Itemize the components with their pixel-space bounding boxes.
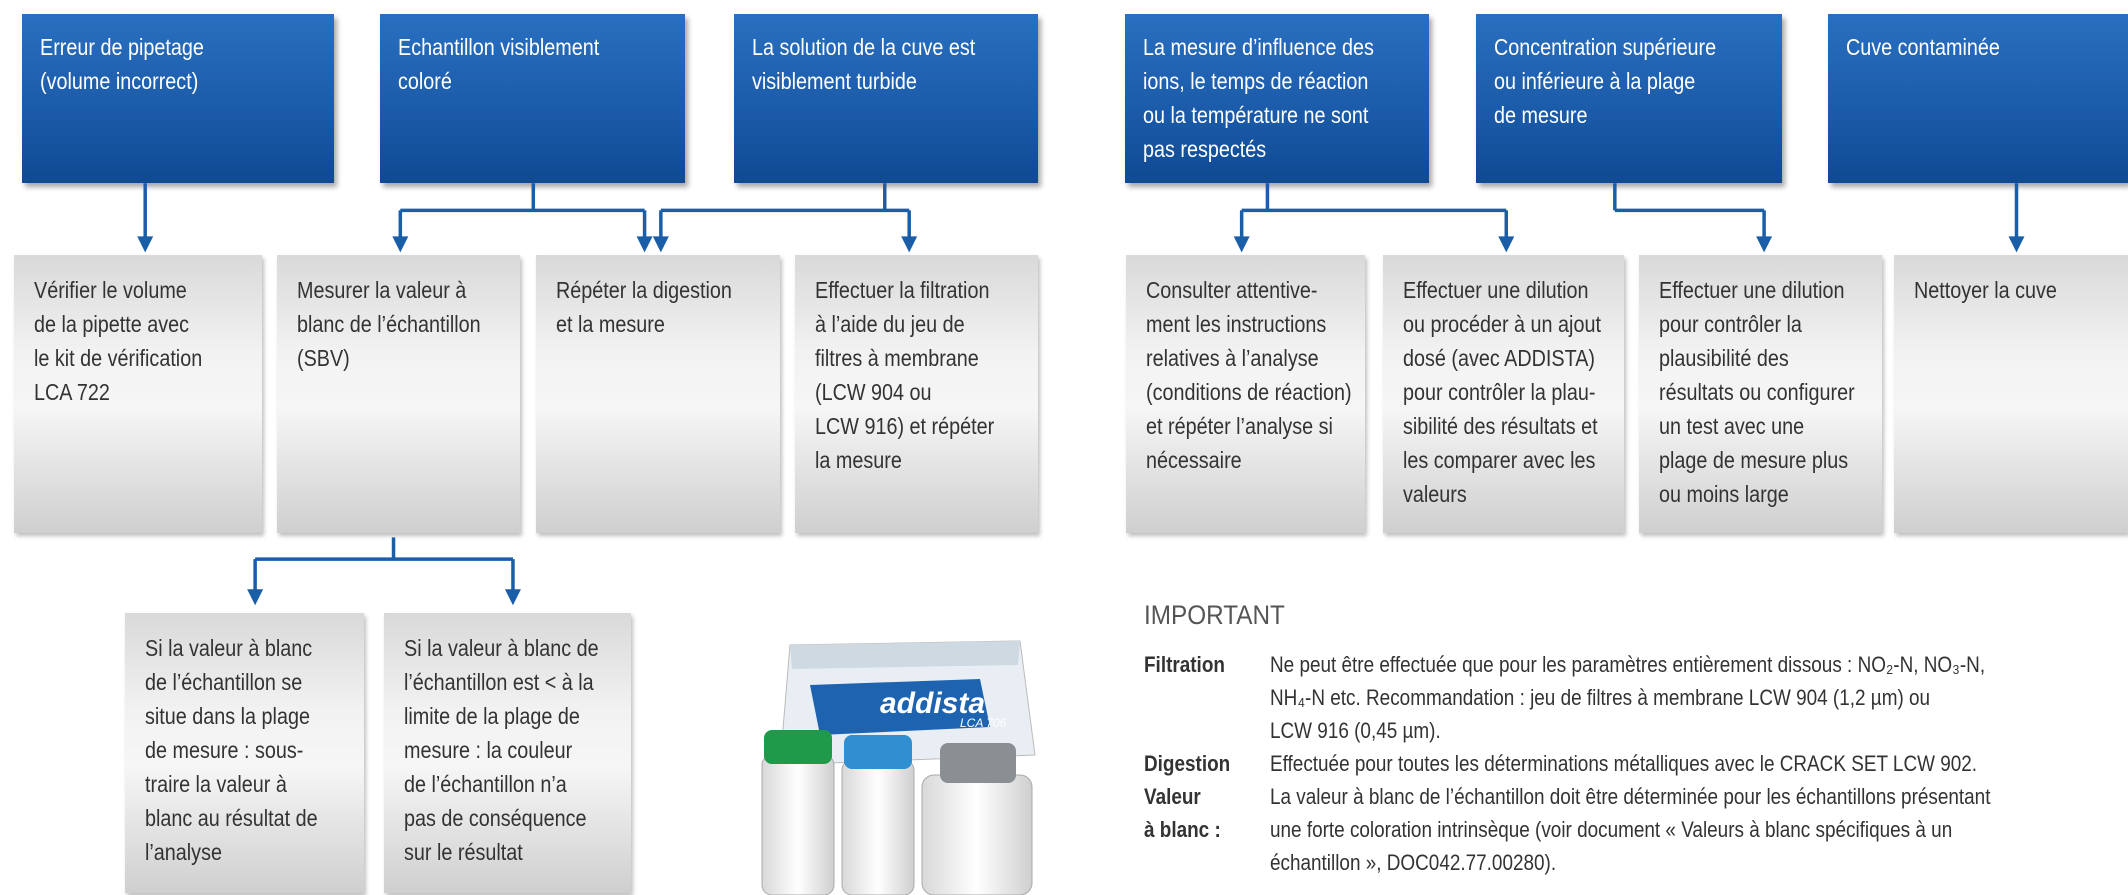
arrow-head [637,236,653,252]
arrow-head [2009,236,2025,252]
arrow-head [137,236,153,252]
arrow-head [653,236,669,252]
page: {"problems": [ {"lines": ["Erreur de pip… [0,0,2128,888]
arrow-head [247,589,263,605]
arrow-head [901,236,917,252]
connectors [0,0,2128,888]
arrow-head [1234,236,1250,252]
arrow-head [505,589,521,605]
arrow-head [1498,236,1514,252]
arrow-head [1756,236,1772,252]
arrow-head [392,236,408,252]
